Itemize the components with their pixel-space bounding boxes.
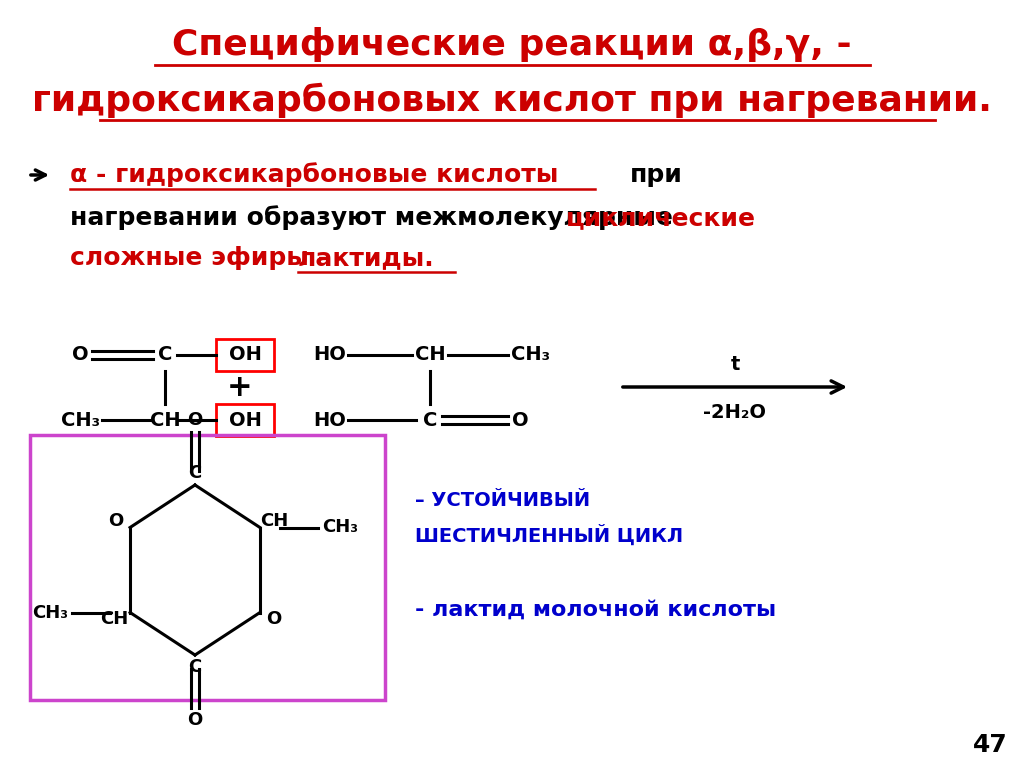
Text: CH: CH — [415, 345, 445, 364]
Text: CH: CH — [260, 512, 288, 531]
Text: +: + — [227, 373, 253, 401]
Text: сложные эфиры -: сложные эфиры - — [70, 246, 354, 270]
Text: HO: HO — [313, 410, 346, 430]
Text: CH₃: CH₃ — [60, 410, 99, 430]
Text: O: O — [72, 345, 88, 364]
Text: нагревании образуют межмолекулярные: нагревании образуют межмолекулярные — [70, 206, 682, 230]
Text: C: C — [188, 464, 202, 482]
Text: гидроксикарбоновых кислот при нагревании.: гидроксикарбоновых кислот при нагревании… — [32, 82, 992, 117]
Bar — [216, 339, 274, 371]
Text: - лактид молочной кислоты: - лактид молочной кислоты — [415, 600, 776, 620]
Bar — [216, 404, 274, 436]
Text: HO: HO — [313, 345, 346, 364]
Text: CH₃: CH₃ — [322, 518, 358, 536]
Text: CH₃: CH₃ — [32, 604, 68, 621]
Text: O: O — [266, 610, 282, 627]
Text: циклические: циклические — [566, 206, 756, 230]
Text: C: C — [158, 345, 172, 364]
Text: 47: 47 — [973, 733, 1008, 757]
Text: OH: OH — [228, 410, 261, 430]
Text: O: O — [109, 512, 124, 531]
Text: CH₃: CH₃ — [511, 345, 550, 364]
Text: O: O — [512, 410, 528, 430]
Text: C: C — [188, 658, 202, 676]
Text: CH: CH — [150, 410, 180, 430]
Text: C: C — [423, 410, 437, 430]
Text: α - гидроксикарбоновые кислоты: α - гидроксикарбоновые кислоты — [70, 163, 558, 187]
Text: лактиды.: лактиды. — [298, 246, 434, 270]
Text: CH: CH — [100, 610, 128, 627]
Text: OH: OH — [228, 345, 261, 364]
Bar — [30, 435, 385, 700]
Text: t: t — [730, 355, 739, 374]
Text: Специфические реакции α,β,γ, -: Специфические реакции α,β,γ, - — [172, 28, 852, 62]
Text: O: O — [187, 411, 203, 429]
Text: -2H₂O: -2H₂O — [703, 403, 767, 422]
Text: – УСТОЙЧИВЫЙ: – УСТОЙЧИВЫЙ — [415, 491, 590, 509]
Text: ШЕСТИЧЛЕННЫЙ ЦИКЛ: ШЕСТИЧЛЕННЫЙ ЦИКЛ — [415, 525, 683, 545]
Text: O: O — [187, 711, 203, 729]
Text: при: при — [630, 163, 683, 187]
